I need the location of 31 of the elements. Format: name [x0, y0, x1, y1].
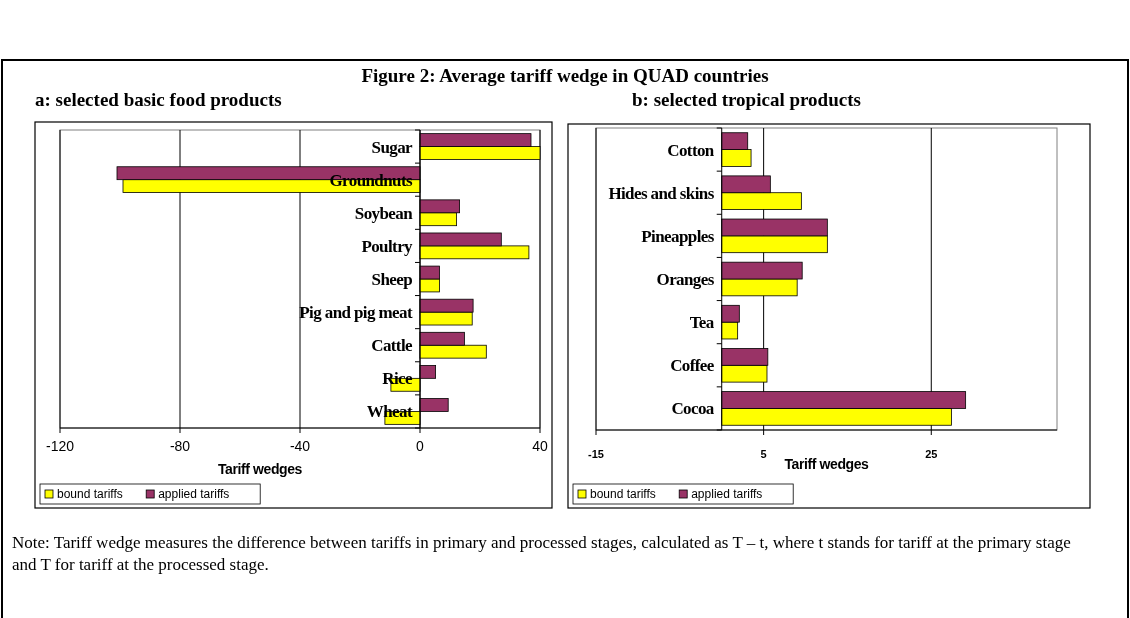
x-tick-label: -15	[588, 448, 604, 460]
x-tick-label: -80	[169, 438, 191, 454]
y-tick-label: Cotton	[667, 140, 715, 160]
chart-title: Figure 2: Average tariff wedge in QUAD countries	[361, 65, 769, 86]
y-tick-label: Soybean	[354, 203, 414, 223]
x-tick-label: 0	[416, 438, 425, 454]
y-tick-label: Tea	[689, 313, 715, 333]
legend-label: bound tariffs	[57, 487, 123, 501]
text: Note: Tariff wedge measures the difference between tariffs in primary and processed stages, calculated as T – t, where t stands for tariff at the primary stage and T for tariff at the processed stage.	[12, 533, 1071, 574]
x-axis-title: Tariff wedges	[217, 461, 303, 477]
legend-label: bound tariffs	[590, 487, 656, 501]
y-tick-label: Pineapples	[641, 226, 715, 246]
y-tick-label: Pig and pig meat	[299, 303, 413, 323]
y-tick-label: Sugar	[371, 137, 414, 157]
x-axis-title: Tariff wedges	[784, 456, 870, 472]
y-tick-label: Cattle	[371, 336, 414, 356]
y-tick-label: Coffee	[670, 356, 715, 376]
x-tick-label: -40	[289, 438, 311, 454]
x-tick-label: 40	[532, 438, 548, 454]
legend-label: applied tariffs	[691, 487, 763, 501]
chart-subtitle: a: selected basic food products	[35, 89, 282, 110]
x-tick-label: 25	[925, 448, 938, 460]
chart-title: b: selected tropical products	[632, 89, 861, 110]
y-tick-label: Oranges	[656, 270, 715, 289]
x-tick-label: -120	[45, 438, 75, 454]
legend-label: applied tariffs	[158, 487, 230, 501]
x-tick-label: 5	[760, 448, 767, 460]
y-tick-label: Hides and skins	[608, 183, 715, 203]
y-tick-label: Sheep	[371, 270, 413, 289]
y-tick-label: Cocoa	[671, 399, 715, 419]
y-tick-label: Poultry	[361, 236, 414, 256]
